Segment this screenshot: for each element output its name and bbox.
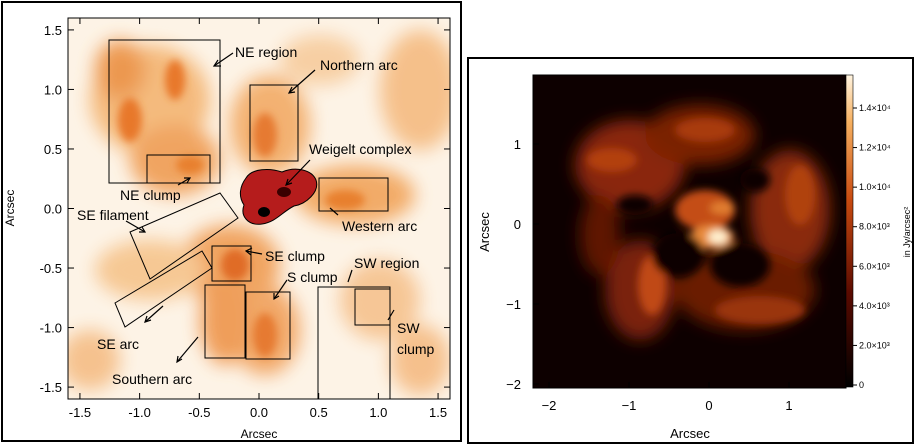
x-tick-label: 0.0 bbox=[250, 405, 268, 420]
y-tick-label: 0 bbox=[514, 217, 521, 232]
y-tick-label: 1.0 bbox=[44, 82, 62, 97]
x-tick-label: −1 bbox=[622, 398, 637, 413]
colorbar-label: in Jy/arcsec² bbox=[902, 207, 912, 258]
right-panel: 1.4×10⁴ 1.2×10⁴ 1.0×10⁴ 8.0×10³ 6.0×10³ 4.0×1… bbox=[467, 57, 914, 444]
sw-region-box bbox=[317, 286, 391, 399]
colorbar-tick-label: 2.0×10³ bbox=[859, 340, 890, 350]
colorbar-tick-label: 1.4×10⁴ bbox=[859, 103, 891, 113]
colorbar-tick-label: 0 bbox=[859, 380, 864, 390]
right-ylabel: Arcsec bbox=[477, 212, 492, 252]
left-xlabel: Arcsec bbox=[241, 427, 278, 441]
y-tick-label: −2 bbox=[506, 377, 521, 392]
right-image bbox=[533, 75, 846, 388]
left-x-ticks: -1.5 -1.0 -0.5 0.0 0.5 1.0 1.5 bbox=[69, 18, 447, 420]
label-clump: clump bbox=[397, 341, 435, 357]
y-tick-label: 1.5 bbox=[44, 23, 62, 38]
label-sw-region: SW region bbox=[354, 255, 419, 271]
y-tick-label: −1 bbox=[506, 297, 521, 312]
left-y-ticks: 1.5 1.0 0.5 0.0 -0.5 -1.0 -1.5 bbox=[40, 23, 450, 395]
left-image bbox=[68, 18, 450, 399]
y-tick-label: -0.5 bbox=[40, 261, 62, 276]
x-tick-label: 1.0 bbox=[369, 405, 387, 420]
se-arc-box bbox=[114, 250, 213, 328]
x-tick-label: −2 bbox=[542, 398, 557, 413]
label-se-arc: SE arc bbox=[97, 336, 139, 352]
label-ne-region: NE region bbox=[235, 44, 297, 60]
colorbar-tick-label: 4.0×10³ bbox=[859, 301, 890, 311]
label-se-filament: SE filament bbox=[77, 207, 149, 223]
right-x-ticks: −2 −1 0 1 bbox=[542, 382, 793, 413]
southern-arc-box bbox=[204, 284, 246, 359]
y-tick-label: 1 bbox=[514, 137, 521, 152]
x-tick-label: 0 bbox=[705, 398, 712, 413]
label-southern-arc: Southern arc bbox=[112, 371, 192, 387]
x-tick-label: 0.5 bbox=[310, 405, 328, 420]
s-clump-box bbox=[245, 291, 291, 360]
label-sw: SW bbox=[397, 320, 420, 336]
sw-clump-box bbox=[354, 288, 391, 326]
y-tick-label: 0.0 bbox=[44, 202, 62, 217]
colorbar bbox=[845, 74, 854, 388]
colorbar-tick-label: 6.0×10³ bbox=[859, 261, 890, 271]
x-tick-label: -0.5 bbox=[188, 405, 210, 420]
y-tick-label: -1.5 bbox=[40, 380, 62, 395]
y-tick-label: 0.5 bbox=[44, 142, 62, 157]
western-arc-box bbox=[318, 177, 389, 212]
label-ne-clump: NE clump bbox=[120, 187, 181, 203]
label-s-clump: S clump bbox=[287, 269, 338, 285]
se-filament-box bbox=[129, 192, 239, 280]
se-clump-box bbox=[211, 245, 252, 282]
y-tick-label: -1.0 bbox=[40, 321, 62, 336]
x-tick-label: -1.0 bbox=[128, 405, 150, 420]
x-tick-label: 1.5 bbox=[429, 405, 447, 420]
colorbar-ticks: 1.4×10⁴ 1.2×10⁴ 1.0×10⁴ 8.0×10³ 6.0×10³ 4.0×1… bbox=[853, 103, 891, 390]
right-y-ticks: 1 0 −1 −2 bbox=[506, 137, 539, 392]
label-weigelt-complex: Weigelt complex bbox=[309, 141, 411, 157]
x-tick-label: 1 bbox=[785, 398, 792, 413]
label-western-arc: Western arc bbox=[342, 218, 417, 234]
colorbar-tick-label: 8.0×10³ bbox=[859, 222, 890, 232]
x-tick-label: -1.5 bbox=[69, 405, 91, 420]
colorbar-tick-label: 1.2×10⁴ bbox=[859, 143, 891, 153]
colorbar-tick-label: 1.0×10⁴ bbox=[859, 182, 891, 192]
left-panel: NE region Northern arc Weigelt complex N… bbox=[1, 1, 462, 442]
label-northern-arc: Northern arc bbox=[320, 57, 398, 73]
left-ylabel: Arcsec bbox=[3, 190, 17, 227]
right-xlabel: Arcsec bbox=[670, 426, 710, 441]
ne-clump-box bbox=[146, 154, 211, 184]
label-se-clump: SE clump bbox=[265, 248, 325, 264]
northern-arc-box bbox=[249, 84, 299, 162]
